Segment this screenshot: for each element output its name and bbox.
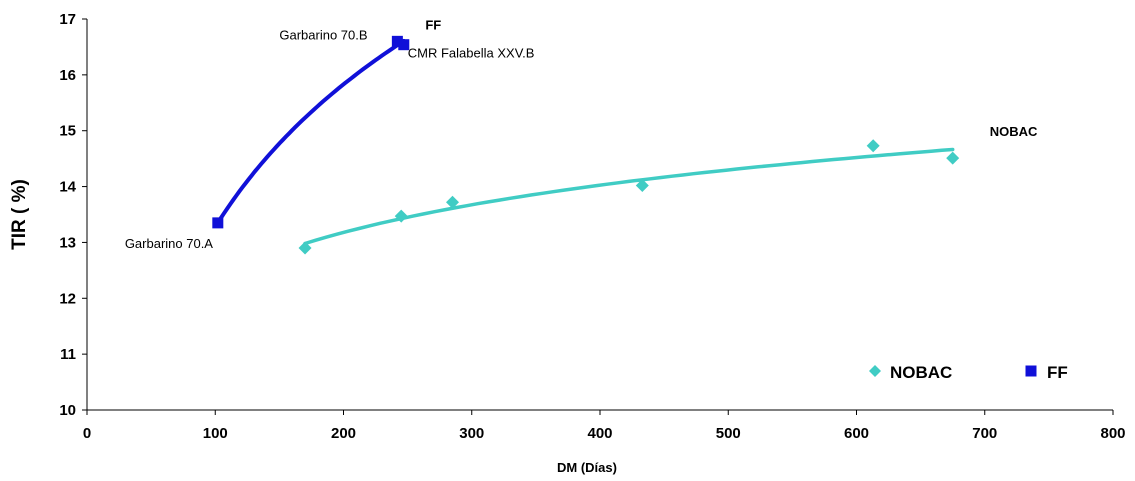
- legend-label-ff: FF: [1047, 363, 1068, 382]
- data-point-nobac: [635, 178, 649, 192]
- trendline-nobac: [303, 147, 955, 246]
- x-tick-label: 500: [716, 425, 741, 442]
- x-tick-label: 0: [83, 425, 91, 442]
- y-tick-label: 13: [59, 234, 76, 251]
- x-tick-label: 800: [1100, 425, 1125, 442]
- y-tick-label: 16: [59, 67, 76, 84]
- legend-label-nobac: NOBAC: [890, 363, 952, 382]
- data-points: [212, 35, 960, 255]
- data-point-ff: [212, 217, 224, 229]
- annotations: Garbarino 70.B FF CMR Falabella XXV.B Garba…: [125, 17, 1038, 251]
- y-tick-label: 14: [59, 179, 76, 196]
- data-point-nobac: [946, 151, 960, 165]
- legend-marker-ff: [1025, 365, 1037, 377]
- data-point-nobac: [446, 195, 460, 209]
- annotation-label: Garbarino 70.B: [279, 27, 367, 42]
- legend-marker-nobac: [869, 365, 881, 377]
- y-tick-label: 10: [59, 402, 76, 419]
- trendline-ff: [215, 39, 406, 225]
- y-tick-label: 15: [59, 123, 76, 140]
- trendlines: [215, 39, 955, 246]
- x-tick-label: 100: [203, 425, 228, 442]
- annotation-label: FF: [425, 17, 441, 32]
- legend: NOBAC FF: [869, 363, 1068, 382]
- x-ticks: 0 100 200 300 400 500 600 700 800: [83, 410, 1126, 442]
- annotation-label: CMR Falabella XXV.B: [408, 46, 535, 61]
- x-tick-label: 600: [844, 425, 869, 442]
- y-tick-label: 12: [59, 290, 76, 307]
- y-tick-label: 11: [60, 346, 76, 363]
- x-axis-title: DM (Días): [557, 460, 617, 475]
- data-point-nobac: [298, 241, 312, 255]
- x-tick-label: 400: [587, 425, 612, 442]
- data-point-ff: [391, 35, 403, 47]
- axes: [86, 19, 1113, 411]
- data-point-nobac: [394, 209, 408, 223]
- data-point-ff: [398, 39, 410, 51]
- annotation-label: Garbarino 70.A: [125, 236, 213, 251]
- x-tick-label: 300: [459, 425, 484, 442]
- data-point-nobac: [866, 139, 880, 153]
- y-tick-label: 17: [59, 11, 76, 28]
- x-tick-label: 700: [972, 425, 997, 442]
- y-ticks: 10 11 12 13 14 15 16 17: [59, 11, 87, 419]
- x-tick-label: 200: [331, 425, 356, 442]
- y-axis-title: TIR ( %): [9, 179, 30, 250]
- annotation-label: NOBAC: [990, 124, 1038, 139]
